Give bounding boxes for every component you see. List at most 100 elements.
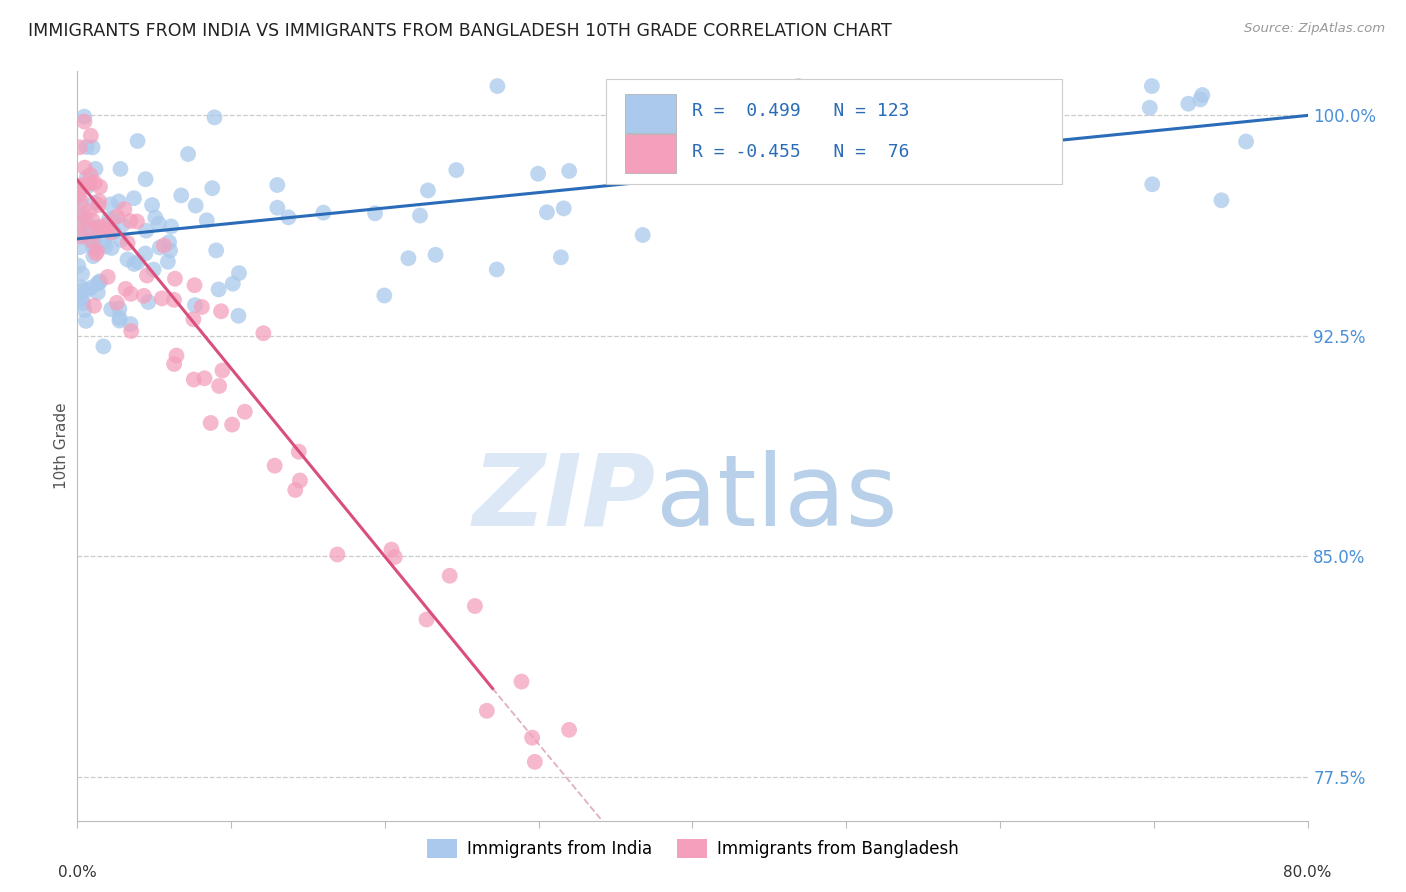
Point	[112, 202, 135, 217]
Point	[1140, 78, 1163, 93]
Point	[221, 417, 243, 432]
Point	[1211, 194, 1233, 208]
Point	[69, 140, 91, 154]
Point	[117, 252, 139, 267]
Point	[191, 300, 214, 314]
Point	[82, 249, 104, 263]
Point	[69, 180, 91, 194]
Point	[76, 140, 98, 154]
Point	[100, 197, 122, 211]
Point	[69, 209, 91, 223]
Point	[69, 194, 91, 208]
Point	[527, 167, 550, 181]
Point	[70, 267, 93, 281]
Point	[80, 128, 103, 143]
Point	[263, 458, 285, 473]
Point	[82, 213, 104, 227]
Point	[1234, 135, 1257, 149]
Text: atlas: atlas	[655, 450, 897, 547]
Point	[222, 277, 245, 291]
Text: R =  0.499   N = 123: R = 0.499 N = 123	[693, 102, 910, 120]
Point	[67, 289, 90, 303]
Point	[87, 194, 110, 209]
Point	[107, 194, 129, 209]
Point	[103, 211, 125, 226]
Point	[135, 172, 157, 186]
Text: R = -0.455   N =  76: R = -0.455 N = 76	[693, 143, 910, 161]
Point	[373, 288, 395, 302]
Point	[105, 210, 128, 224]
Point	[79, 168, 101, 182]
Point	[83, 225, 105, 239]
Point	[108, 313, 131, 327]
Point	[252, 326, 274, 341]
Point	[127, 255, 149, 269]
Point	[67, 259, 90, 273]
Point	[77, 220, 100, 235]
Point	[195, 213, 218, 227]
Point	[787, 78, 810, 93]
Point	[415, 613, 437, 627]
Point	[207, 283, 229, 297]
Point	[70, 178, 93, 192]
Point	[87, 285, 110, 300]
Point	[380, 542, 402, 557]
Point	[110, 233, 132, 247]
Point	[84, 161, 107, 176]
Point	[120, 286, 142, 301]
Point	[148, 217, 170, 231]
Point	[184, 198, 207, 212]
Point	[103, 225, 125, 239]
Point	[233, 405, 256, 419]
Point	[475, 704, 498, 718]
Point	[67, 188, 90, 202]
Point	[1191, 87, 1213, 102]
Point	[550, 250, 572, 264]
Point	[364, 206, 387, 220]
Text: Source: ZipAtlas.com: Source: ZipAtlas.com	[1244, 22, 1385, 36]
Point	[120, 324, 142, 338]
Point	[384, 549, 406, 564]
Point	[79, 203, 101, 218]
Point	[83, 238, 105, 252]
Point	[70, 212, 93, 227]
Point	[446, 163, 468, 178]
Point	[170, 188, 193, 202]
Point	[510, 674, 533, 689]
Point	[83, 234, 105, 248]
Point	[111, 218, 134, 232]
Point	[284, 483, 307, 497]
Point	[84, 224, 107, 238]
Legend: Immigrants from India, Immigrants from Bangladesh: Immigrants from India, Immigrants from B…	[420, 832, 965, 864]
Point	[70, 292, 93, 306]
Point	[143, 211, 166, 225]
Point	[132, 289, 155, 303]
Point	[93, 234, 115, 248]
Point	[82, 140, 104, 154]
Point	[558, 723, 581, 737]
Point	[122, 257, 145, 271]
Point	[287, 444, 309, 458]
Point	[69, 229, 91, 244]
Point	[69, 288, 91, 302]
Point	[94, 239, 117, 253]
Point	[558, 164, 581, 178]
Point	[73, 110, 96, 124]
Point	[80, 234, 103, 248]
Point	[77, 218, 100, 232]
Point	[97, 223, 120, 237]
Text: IMMIGRANTS FROM INDIA VS IMMIGRANTS FROM BANGLADESH 10TH GRADE CORRELATION CHART: IMMIGRANTS FROM INDIA VS IMMIGRANTS FROM…	[28, 22, 891, 40]
Point	[72, 179, 94, 194]
Point	[76, 224, 98, 238]
Point	[79, 177, 101, 191]
Point	[83, 176, 105, 190]
Point	[75, 226, 97, 240]
Point	[136, 268, 159, 283]
Point	[288, 474, 311, 488]
Point	[83, 299, 105, 313]
Point	[100, 226, 122, 240]
Point	[266, 178, 288, 192]
Point	[125, 214, 148, 228]
Point	[89, 219, 111, 234]
Point	[166, 349, 188, 363]
